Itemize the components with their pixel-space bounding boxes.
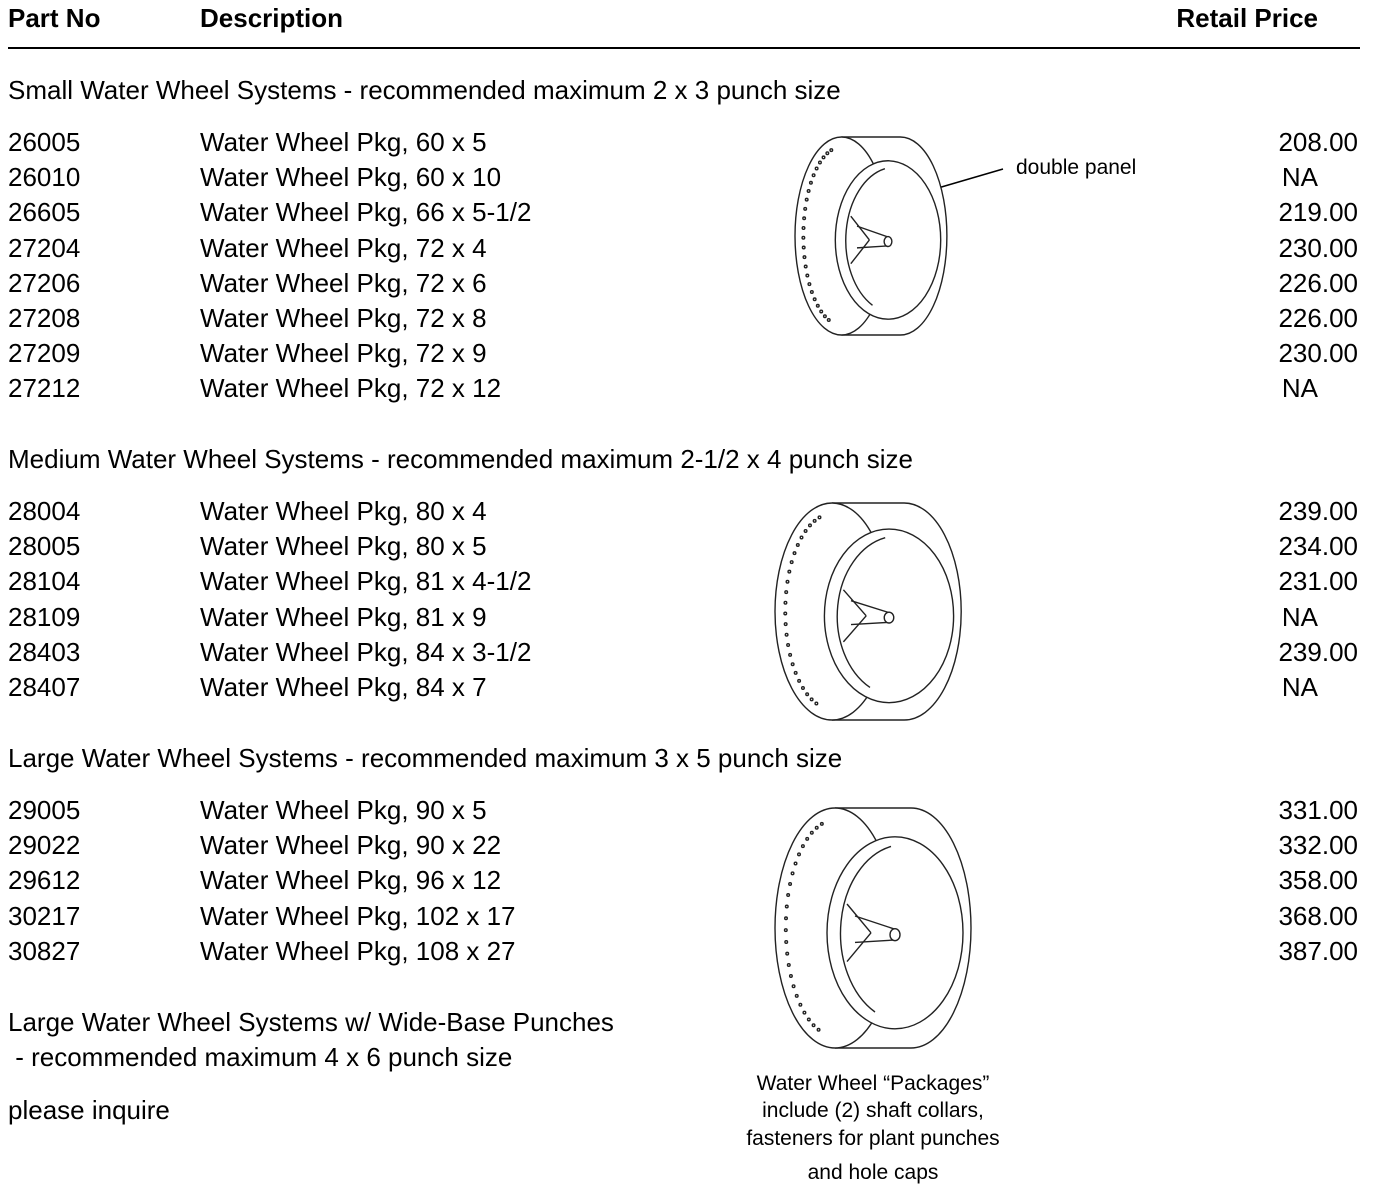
description: Water Wheel Pkg, 72 x 4	[200, 233, 487, 263]
part-number: 29612	[8, 865, 80, 895]
annotation-leader	[938, 169, 1003, 188]
price: 219.00	[1278, 197, 1358, 227]
price: 331.00	[1278, 795, 1358, 825]
description: Water Wheel Pkg, 60 x 5	[200, 127, 487, 157]
description: Water Wheel Pkg, 81 x 4-1/2	[200, 566, 531, 596]
description: Water Wheel Pkg, 72 x 8	[200, 303, 487, 333]
price: 332.00	[1278, 830, 1358, 860]
price: 230.00	[1278, 338, 1358, 368]
price: 226.00	[1278, 268, 1358, 298]
wheel-part	[884, 612, 894, 623]
section-title: Small Water Wheel Systems - recommended …	[8, 75, 841, 105]
price: 368.00	[1278, 901, 1358, 931]
description: Water Wheel Pkg, 84 x 3-1/2	[200, 637, 531, 667]
price: 239.00	[1278, 496, 1358, 526]
price: NA	[1282, 162, 1318, 192]
price-list-page: Part No Description Retail Price Small Wate…	[0, 0, 1374, 1190]
part-number: 27209	[8, 338, 80, 368]
wheel-part	[884, 237, 892, 247]
part-number: 28109	[8, 602, 80, 632]
description: Water Wheel Pkg, 90 x 5	[200, 795, 487, 825]
description: Water Wheel Pkg, 60 x 10	[200, 162, 501, 192]
description: Water Wheel Pkg, 72 x 12	[200, 373, 501, 403]
part-number: 28104	[8, 566, 80, 596]
description: Water Wheel Pkg, 72 x 9	[200, 338, 487, 368]
price: 387.00	[1278, 936, 1358, 966]
description: Water Wheel Pkg, 80 x 5	[200, 531, 487, 561]
part-number: 26605	[8, 197, 80, 227]
caption-line: fasteners for plant punches	[746, 1126, 999, 1152]
description: Water Wheel Pkg, 96 x 12	[200, 865, 501, 895]
part-number: 27208	[8, 303, 80, 333]
part-number: 27206	[8, 268, 80, 298]
part-number: 26005	[8, 127, 80, 157]
price: 230.00	[1278, 233, 1358, 263]
annotation: double panel	[1016, 155, 1136, 181]
description: Water Wheel Pkg, 81 x 9	[200, 602, 487, 632]
part-number: 28005	[8, 531, 80, 561]
caption-line: and hole caps	[808, 1160, 939, 1186]
section-title: - recommended maximum 4 x 6 punch size	[8, 1042, 512, 1072]
description: Water Wheel Pkg, 102 x 17	[200, 901, 516, 931]
part-number: 28407	[8, 672, 80, 702]
part-number: 27204	[8, 233, 80, 263]
header-part-no: Part No	[8, 3, 100, 33]
description: Water Wheel Pkg, 72 x 6	[200, 268, 487, 298]
section-title: Medium Water Wheel Systems - recommended…	[8, 444, 913, 474]
price: 208.00	[1278, 127, 1358, 157]
part-number: 28004	[8, 496, 80, 526]
description: Water Wheel Pkg, 80 x 4	[200, 496, 487, 526]
price: 239.00	[1278, 637, 1358, 667]
price: NA	[1282, 373, 1318, 403]
description: Water Wheel Pkg, 84 x 7	[200, 672, 487, 702]
price: NA	[1282, 672, 1318, 702]
section-title: Large Water Wheel Systems w/ Wide-Base P…	[8, 1007, 614, 1037]
price: NA	[1282, 602, 1318, 632]
description: Water Wheel Pkg, 90 x 22	[200, 830, 501, 860]
price: 231.00	[1278, 566, 1358, 596]
part-number: 28403	[8, 637, 80, 667]
header-retail-price: Retail Price	[1176, 3, 1318, 33]
price: 226.00	[1278, 303, 1358, 333]
price: 234.00	[1278, 531, 1358, 561]
part-number: 29022	[8, 830, 80, 860]
description: Water Wheel Pkg, 108 x 27	[200, 936, 516, 966]
part-number: 26010	[8, 162, 80, 192]
part-number: 29005	[8, 795, 80, 825]
caption-line: include (2) shaft collars,	[762, 1098, 984, 1124]
caption-line: Water Wheel “Packages”	[757, 1071, 990, 1097]
header-description: Description	[200, 3, 343, 33]
note: please inquire	[8, 1095, 170, 1125]
part-number: 30217	[8, 901, 80, 931]
description: Water Wheel Pkg, 66 x 5-1/2	[200, 197, 531, 227]
section-title: Large Water Wheel Systems - recommended …	[8, 743, 842, 773]
price: 358.00	[1278, 865, 1358, 895]
part-number: 27212	[8, 373, 80, 403]
wheel-part	[890, 929, 900, 941]
part-number: 30827	[8, 936, 80, 966]
